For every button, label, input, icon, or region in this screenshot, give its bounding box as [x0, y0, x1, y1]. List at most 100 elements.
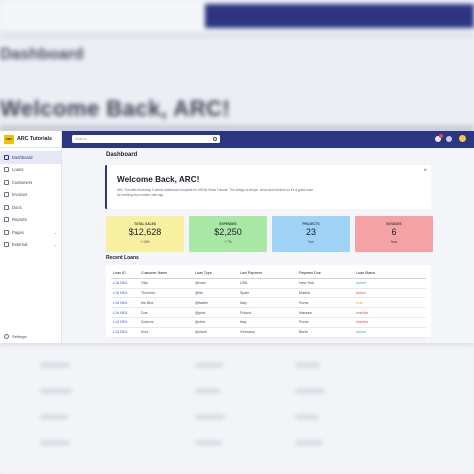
customer-name: Otto — [141, 281, 148, 286]
table-row[interactable]: L16 NEA Otto @mdo USA New York Active — [111, 279, 426, 289]
backdrop-title: Dashboard — [0, 46, 84, 63]
sidebar-item-customers[interactable]: Customers — [0, 176, 61, 189]
customer-name: Kuhl — [141, 330, 149, 335]
sidebar-item-label: Reports — [12, 217, 27, 223]
pages-icon — [4, 229, 9, 235]
loan-type: @ckuhl — [195, 330, 208, 335]
sidebar-item-invoices[interactable]: Invoices — [0, 189, 61, 202]
brand-logo: ARC — [4, 134, 14, 144]
search-icon[interactable] — [213, 136, 217, 141]
loan-id-link[interactable]: L16 NEA — [113, 281, 128, 286]
card-label: TOTAL SALES — [134, 222, 156, 226]
notification-badge — [439, 133, 443, 138]
expenses-card: EXPENSES $2,250 + 7% — [189, 216, 267, 252]
payment-due: Warsaw — [299, 310, 312, 315]
loan-status: Active — [356, 281, 366, 286]
dashboard-window: ARC ARC Tutorials Dashboard Loans Custom… — [0, 131, 474, 343]
card-value: $2,250 — [214, 227, 242, 237]
main-content: Dashboard Welcome Back, ARC! ARC Tutoria… — [62, 148, 474, 343]
table-row[interactable]: L16 NEA Thornton @fat Spain Madrid Activ… — [111, 289, 426, 299]
loan-type: @jdoe — [195, 310, 206, 315]
sidebar-nav: Dashboard Loans Customers Invoices Docs … — [0, 148, 61, 251]
sidebar: ARC ARC Tutorials Dashboard Loans Custom… — [0, 131, 62, 343]
loan-type: @mdo — [195, 281, 206, 286]
card-sub: + 15% — [140, 240, 150, 244]
backdrop-row-mark — [40, 441, 70, 445]
sidebar-item-settings[interactable]: Settings — [0, 331, 26, 341]
column-header: Loan Status — [356, 271, 376, 276]
sidebar-item-loans[interactable]: Loans — [0, 164, 61, 177]
sidebar-item-label: Dashboard — [12, 154, 33, 160]
backdrop-row-mark — [295, 389, 325, 393]
card-value: 6 — [391, 227, 397, 237]
customer-name: Dolores — [141, 320, 154, 325]
column-header: Last Payment — [240, 271, 262, 276]
home-icon — [4, 154, 9, 160]
invoices-card: INVOICES 6 New — [355, 216, 433, 252]
last-payment: USA — [240, 281, 248, 286]
brand[interactable]: ARC ARC Tutorials — [0, 131, 61, 148]
sidebar-item-label: Customers — [12, 179, 33, 185]
loan-id-link[interactable]: L16 NEA — [113, 290, 128, 295]
card-value: 23 — [305, 227, 316, 237]
loan-id-link[interactable]: L16 NEA — [113, 310, 128, 315]
sidebar-item-label: Loans — [12, 167, 24, 173]
loan-id-link[interactable]: L16 NEA — [113, 330, 128, 335]
customer-name: Doe — [141, 310, 148, 315]
sidebar-item-label: Settings — [12, 333, 27, 339]
payment-due: New York — [299, 281, 315, 286]
welcome-banner: Welcome Back, ARC! ARC Tutorials Bootstr… — [105, 165, 431, 209]
table-row[interactable]: L16 NEA Kuhl @ckuhl Germany Berlin Activ… — [111, 328, 426, 338]
sidebar-item-label: Invoices — [12, 192, 28, 198]
backdrop-divider — [0, 34, 474, 37]
invoice-icon — [4, 192, 9, 198]
loan-type: @dolo — [195, 320, 206, 325]
column-header: Payment Due — [299, 271, 321, 276]
backdrop-table-area — [0, 343, 474, 474]
backdrop-text-line — [0, 125, 474, 130]
table-row[interactable]: L16 NEA Doe @jdoe Poland Warsaw Inactive — [111, 308, 426, 318]
payment-due: Rome — [299, 300, 309, 305]
sidebar-item-dashboard[interactable]: Dashboard — [0, 151, 61, 164]
loan-status: Inactive — [356, 310, 369, 315]
backdrop-row-mark — [295, 441, 323, 445]
backdrop-row-mark — [40, 389, 72, 393]
customer-name: Thornton — [141, 290, 156, 295]
sidebar-item-label: Docs — [12, 204, 22, 210]
last-payment: Spain — [240, 290, 250, 295]
folder-icon — [4, 204, 9, 210]
card-sub: + 7% — [224, 240, 232, 244]
sidebar-item-label: External — [12, 242, 28, 248]
backdrop-row-mark — [40, 415, 68, 419]
backdrop-row-mark — [195, 363, 223, 367]
backdrop-row-mark — [295, 415, 319, 419]
loan-type: @twitter — [195, 300, 209, 305]
loan-type: @fat — [195, 290, 203, 295]
bell-icon[interactable] — [435, 135, 441, 142]
sidebar-item-external[interactable]: External ⌄ — [0, 239, 61, 252]
gear-icon — [4, 333, 9, 339]
table-row[interactable]: L16 NEA the Bird @twitter Italy Rome Due — [111, 298, 426, 309]
search-input[interactable]: Search... — [72, 135, 220, 143]
card-label: EXPENSES — [219, 222, 237, 226]
backdrop-row-mark — [40, 363, 70, 367]
card-label: PROJECTS — [302, 222, 320, 226]
table-header-row: Loan ID Customer Name Loan Type Last Pay… — [111, 269, 426, 279]
total-sales-card: TOTAL SALES $12,628 + 15% — [106, 216, 184, 252]
document-icon — [4, 167, 9, 173]
avatar[interactable] — [459, 135, 466, 142]
chevron-down-icon: ⌄ — [53, 229, 57, 235]
top-navbar: Search... — [62, 131, 474, 148]
last-payment: Italy — [240, 320, 247, 325]
projects-card: PROJECTS 23 Due — [272, 216, 350, 252]
welcome-title: Welcome Back, ARC! — [117, 175, 200, 184]
loan-id-link[interactable]: L16 NEA — [113, 300, 128, 305]
close-icon[interactable]: × — [423, 168, 427, 174]
sidebar-item-docs[interactable]: Docs — [0, 201, 61, 214]
sidebar-item-reports[interactable]: Reports — [0, 214, 61, 227]
sidebar-item-pages[interactable]: Pages ⌄ — [0, 226, 61, 239]
table-row[interactable]: L16 NEA Dolores @dolo Italy Rome Inactiv… — [111, 318, 426, 328]
gear-icon[interactable] — [446, 135, 452, 142]
loan-id-link[interactable]: L16 NEA — [113, 320, 128, 325]
